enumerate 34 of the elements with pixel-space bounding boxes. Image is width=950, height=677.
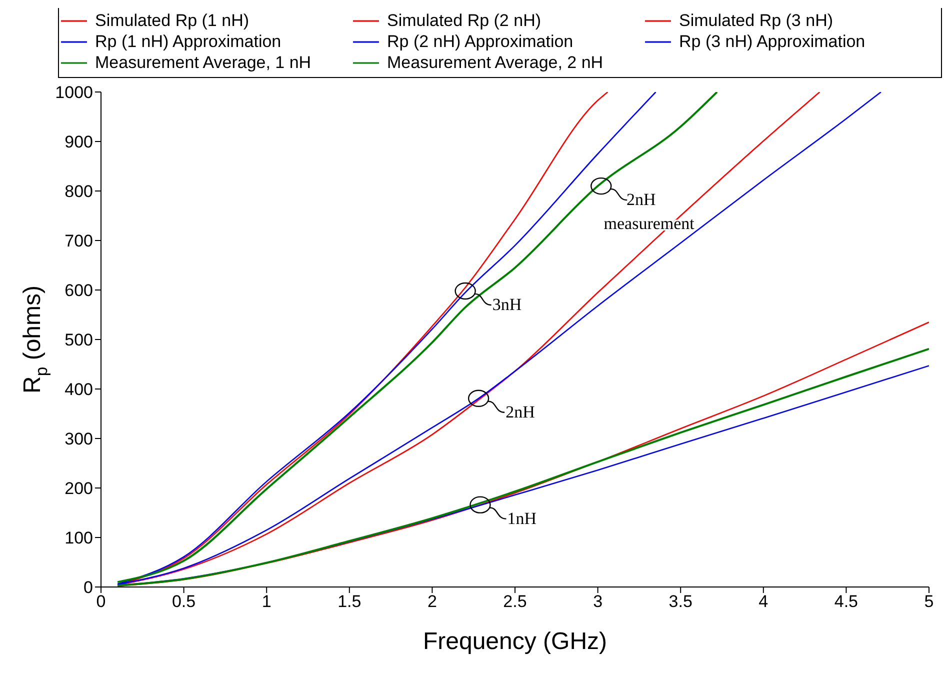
x-tick-label: 4.5 [834,592,858,612]
x-tick-label: 3 [593,592,603,612]
legend-label: Rp (1 nH) Approximation [95,32,282,52]
y-tick-label: 300 [64,430,93,449]
y-tick-label: 900 [64,132,93,152]
y-tick-label: 0 [84,578,93,598]
x-axis-title: Frequency (GHz) [422,628,608,655]
x-tick-label: 2 [427,592,437,612]
legend-label: Measurement Average, 2 nH [387,52,604,72]
legend-label: Rp (3 nH) Approximation [679,32,866,52]
y-tick-label: 400 [64,380,93,400]
x-tick-label: 4 [758,592,768,612]
legend-label: Rp (2 nH) Approximation [387,32,574,52]
y-tick-label: 800 [64,182,93,202]
x-tick-label: 0 [96,592,106,612]
x-tick-label: 3.5 [668,592,692,612]
legend-label: Simulated Rp (2 nH) [387,10,542,30]
legend-label: Simulated Rp (3 nH) [679,10,834,30]
y-tick-label: 100 [64,528,93,548]
y-tick-label: 500 [64,330,93,350]
annotation: 2nH [506,402,535,422]
y-tick-label: 1000 [55,83,93,102]
legend-label: Measurement Average, 1 nH [95,52,312,72]
annotation: 1nH [507,508,537,528]
y-tick-label: 200 [64,479,93,498]
annotation: 3nH [492,294,522,314]
x-tick-label: 1.5 [338,592,362,612]
y-tick-label: 600 [64,281,93,300]
legend-label: Simulated Rp (1 nH) [95,10,250,30]
x-tick-label: 2.5 [503,592,527,612]
y-tick-label: 700 [64,232,93,251]
x-tick-label: 1 [262,592,272,612]
x-tick-label: 5 [924,592,934,612]
x-tick-label: 0.5 [172,592,196,612]
